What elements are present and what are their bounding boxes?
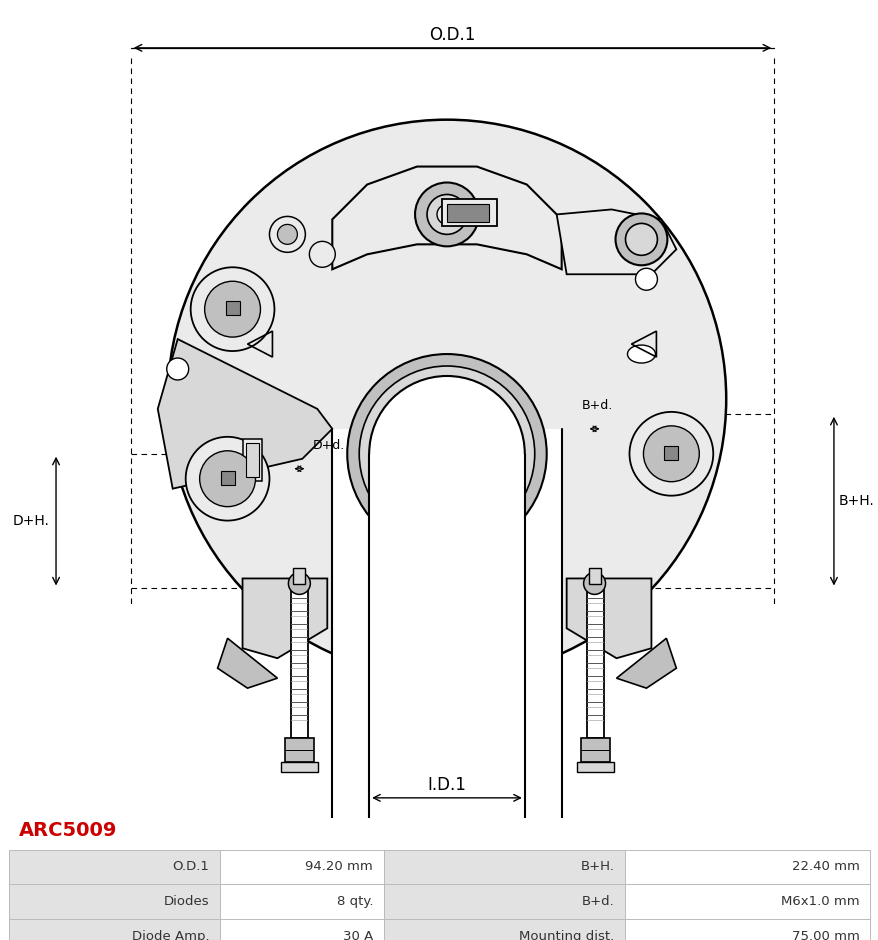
Text: B+H.: B+H. <box>579 860 614 873</box>
Text: M6x1.0 mm: M6x1.0 mm <box>781 895 859 908</box>
Circle shape <box>168 119 725 678</box>
Circle shape <box>436 205 457 225</box>
Text: D+d.: D+d. <box>312 439 344 452</box>
Polygon shape <box>615 638 675 688</box>
Bar <box>220 885 383 919</box>
Circle shape <box>205 281 260 337</box>
Circle shape <box>191 267 274 351</box>
Circle shape <box>427 195 466 234</box>
Bar <box>383 919 624 940</box>
Text: D+H.: D+H. <box>12 514 49 528</box>
Bar <box>9 850 220 885</box>
Bar <box>220 850 383 885</box>
Text: B+d.: B+d. <box>581 895 614 908</box>
Polygon shape <box>556 210 675 274</box>
Circle shape <box>635 268 657 290</box>
Circle shape <box>643 426 699 481</box>
Text: Diode Amp.: Diode Amp. <box>132 930 209 940</box>
Bar <box>9 885 220 919</box>
Circle shape <box>347 354 546 554</box>
Bar <box>624 919 869 940</box>
Circle shape <box>629 412 712 495</box>
Circle shape <box>583 572 605 594</box>
Circle shape <box>277 225 297 244</box>
Polygon shape <box>218 638 277 688</box>
Circle shape <box>199 451 255 507</box>
Bar <box>245 443 259 477</box>
Text: 8 qty.: 8 qty. <box>336 895 373 908</box>
Text: Mounting dist.: Mounting dist. <box>519 930 614 940</box>
Bar <box>293 569 305 585</box>
Circle shape <box>615 213 666 265</box>
Bar <box>226 301 240 315</box>
Bar <box>624 885 869 919</box>
Text: ARC5009: ARC5009 <box>19 822 118 840</box>
Bar <box>220 919 383 940</box>
Bar <box>586 588 603 738</box>
Text: 30 A: 30 A <box>342 930 373 940</box>
Bar <box>285 738 314 762</box>
Polygon shape <box>157 339 332 489</box>
Bar <box>624 850 869 885</box>
Circle shape <box>167 358 189 380</box>
Text: B+d.: B+d. <box>581 400 612 413</box>
Bar <box>664 446 678 460</box>
Circle shape <box>309 242 335 267</box>
Bar <box>369 454 524 818</box>
Bar <box>242 439 263 480</box>
Ellipse shape <box>627 345 655 363</box>
Bar <box>332 429 561 828</box>
Bar <box>442 199 496 227</box>
Circle shape <box>369 376 524 532</box>
Polygon shape <box>566 578 651 658</box>
Text: B+H.: B+H. <box>838 494 874 509</box>
Bar <box>588 569 600 585</box>
Circle shape <box>414 182 479 246</box>
Bar <box>447 205 488 223</box>
Polygon shape <box>242 578 327 658</box>
Bar <box>383 850 624 885</box>
Circle shape <box>185 437 270 521</box>
Bar <box>9 919 220 940</box>
Bar <box>580 738 608 762</box>
Text: 22.40 mm: 22.40 mm <box>791 860 859 873</box>
Bar <box>576 762 613 772</box>
Text: 94.20 mm: 94.20 mm <box>305 860 373 873</box>
Text: O.D.1: O.D.1 <box>428 26 475 44</box>
Bar <box>220 471 234 485</box>
Circle shape <box>288 572 310 594</box>
Circle shape <box>270 216 305 252</box>
Circle shape <box>359 366 534 541</box>
Bar <box>281 762 318 772</box>
Text: I.D.1: I.D.1 <box>427 776 466 794</box>
Circle shape <box>625 224 657 256</box>
Text: O.D.1: O.D.1 <box>172 860 209 873</box>
Text: 75.00 mm: 75.00 mm <box>791 930 859 940</box>
Bar <box>291 588 308 738</box>
Text: Diodes: Diodes <box>163 895 209 908</box>
Bar <box>383 885 624 919</box>
Polygon shape <box>332 166 561 269</box>
